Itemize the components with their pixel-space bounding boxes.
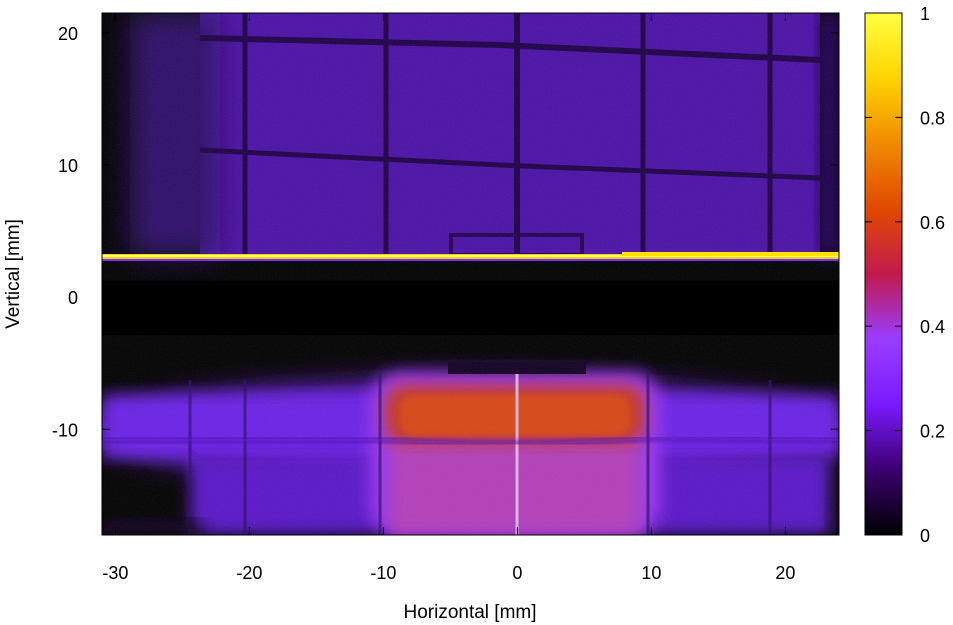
colorbar (864, 12, 903, 536)
upper-region (102, 13, 839, 257)
x-axis: -30 -20 -10 0 10 20 (102, 13, 795, 583)
colorbar-tick-label: 0.4 (920, 317, 945, 337)
x-tick-label: 10 (641, 563, 661, 583)
x-tick-label: -30 (102, 563, 128, 583)
bright-line (102, 252, 839, 261)
heatmap-image (102, 13, 839, 535)
lower-region (102, 355, 839, 535)
colorbar-tick-label: 0.6 (920, 213, 945, 233)
colorbar-tick-label: 0.2 (920, 422, 945, 442)
y-axis: -10 0 10 20 (52, 24, 839, 440)
y-axis-title: Vertical [mm] (3, 219, 24, 329)
y-tick-label: -10 (52, 420, 78, 440)
y-tick-label: 0 (68, 288, 78, 308)
colorbar-tick-label: 0.8 (920, 108, 945, 128)
plot-frame (101, 12, 840, 536)
colorbar-tick-label: 0 (920, 526, 930, 546)
y-tick-label: 20 (58, 24, 78, 44)
x-tick-label: 20 (775, 563, 795, 583)
colorbar-tick-label: 1 (920, 4, 930, 24)
x-tick-label: -20 (236, 563, 262, 583)
x-tick-label: 0 (512, 563, 522, 583)
y-tick-label: 10 (58, 156, 78, 176)
x-axis-title: Horizontal [mm] (403, 602, 536, 623)
colorbar-ticks: 0 0.2 0.4 0.6 0.8 1 (865, 4, 945, 546)
x-tick-label: -10 (370, 563, 396, 583)
